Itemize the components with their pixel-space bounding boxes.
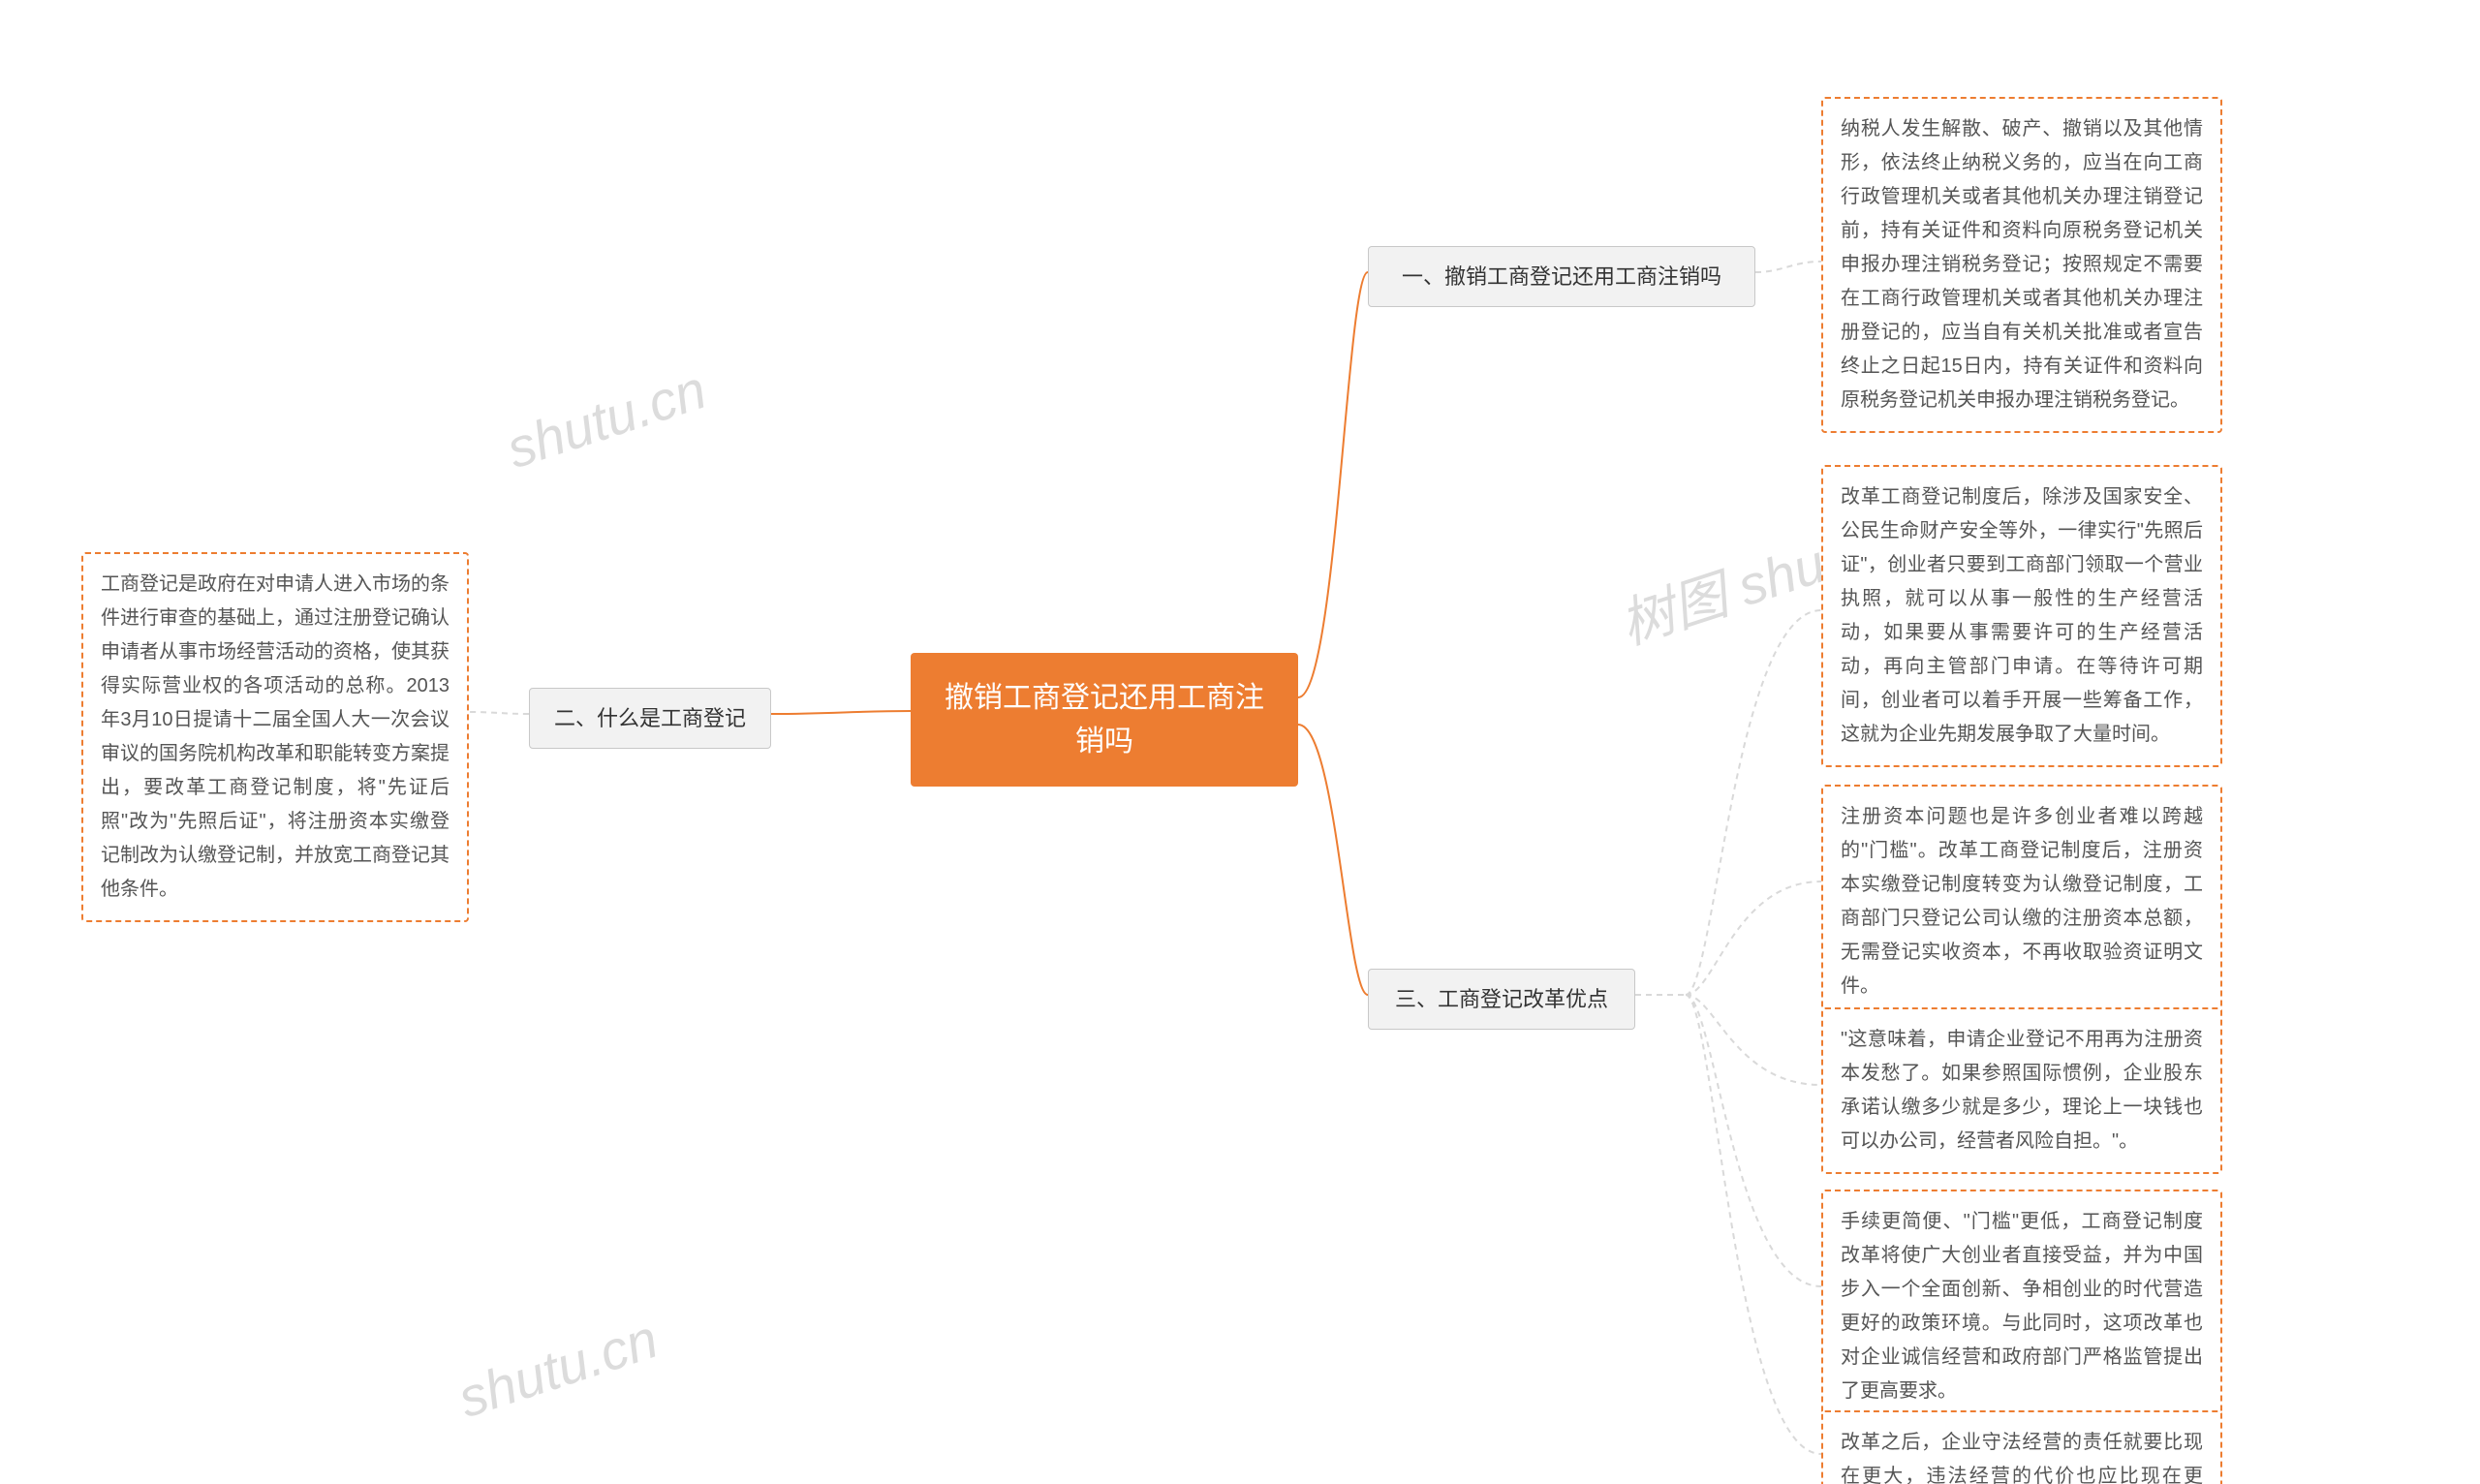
leaf-text: 改革之后，企业守法经营的责任就要比现在更大，违法经营的代价也应比现在更多。: [1841, 1432, 2203, 1484]
branch-label: 二、什么是工商登记: [554, 706, 746, 730]
leaf-text: 纳税人发生解散、破产、撤销以及其他情形，依法终止纳税义务的，应当在向工商行政管理…: [1841, 118, 2203, 411]
leaf-node[interactable]: 改革工商登记制度后，除涉及国家安全、公民生命财产安全等外，一律实行"先照后证"，…: [1821, 465, 2222, 767]
watermark: shutu.cn: [450, 1307, 665, 1430]
root-text-line1: 撤销工商登记还用工商注: [945, 682, 1264, 714]
leaf-text: "这意味着，申请企业登记不用再为注册资本发愁了。如果参照国际惯例，企业股东承诺认…: [1841, 1029, 2203, 1152]
leaf-node[interactable]: "这意味着，申请企业登记不用再为注册资本发愁了。如果参照国际惯例，企业股东承诺认…: [1821, 1007, 2222, 1174]
root-node[interactable]: 撤销工商登记还用工商注 销吗: [911, 653, 1298, 787]
leaf-node[interactable]: 手续更简便、"门槛"更低，工商登记制度改革将使广大创业者直接受益，并为中国步入一…: [1821, 1190, 2222, 1424]
root-text-line2: 销吗: [1075, 726, 1133, 757]
branch-label: 三、工商登记改革优点: [1395, 987, 1608, 1011]
branch-node-2[interactable]: 二、什么是工商登记: [529, 688, 771, 749]
branch-node-1[interactable]: 一、撤销工商登记还用工商注销吗: [1368, 246, 1755, 307]
leaf-text: 改革工商登记制度后，除涉及国家安全、公民生命财产安全等外，一律实行"先照后证"，…: [1841, 486, 2203, 745]
leaf-text: 手续更简便、"门槛"更低，工商登记制度改革将使广大创业者直接受益，并为中国步入一…: [1841, 1211, 2203, 1402]
branch-label: 一、撤销工商登记还用工商注销吗: [1402, 264, 1721, 289]
watermark: shutu.cn: [499, 357, 713, 480]
leaf-node[interactable]: 工商登记是政府在对申请人进入市场的条件进行审查的基础上，通过注册登记确认申请者从…: [81, 552, 469, 922]
leaf-node[interactable]: 改革之后，企业守法经营的责任就要比现在更大，违法经营的代价也应比现在更多。: [1821, 1410, 2222, 1484]
leaf-text: 注册资本问题也是许多创业者难以跨越的"门槛"。改革工商登记制度后，注册资本实缴登…: [1841, 806, 2203, 997]
branch-node-3[interactable]: 三、工商登记改革优点: [1368, 969, 1635, 1030]
leaf-node[interactable]: 注册资本问题也是许多创业者难以跨越的"门槛"。改革工商登记制度后，注册资本实缴登…: [1821, 785, 2222, 1019]
leaf-text: 工商登记是政府在对申请人进入市场的条件进行审查的基础上，通过注册登记确认申请者从…: [101, 573, 450, 900]
mindmap-canvas: shutu.cn 树图 shutu.cn shutu.cn 撤销工商登记还用工商…: [0, 0, 2480, 1484]
leaf-node[interactable]: 纳税人发生解散、破产、撤销以及其他情形，依法终止纳税义务的，应当在向工商行政管理…: [1821, 97, 2222, 433]
